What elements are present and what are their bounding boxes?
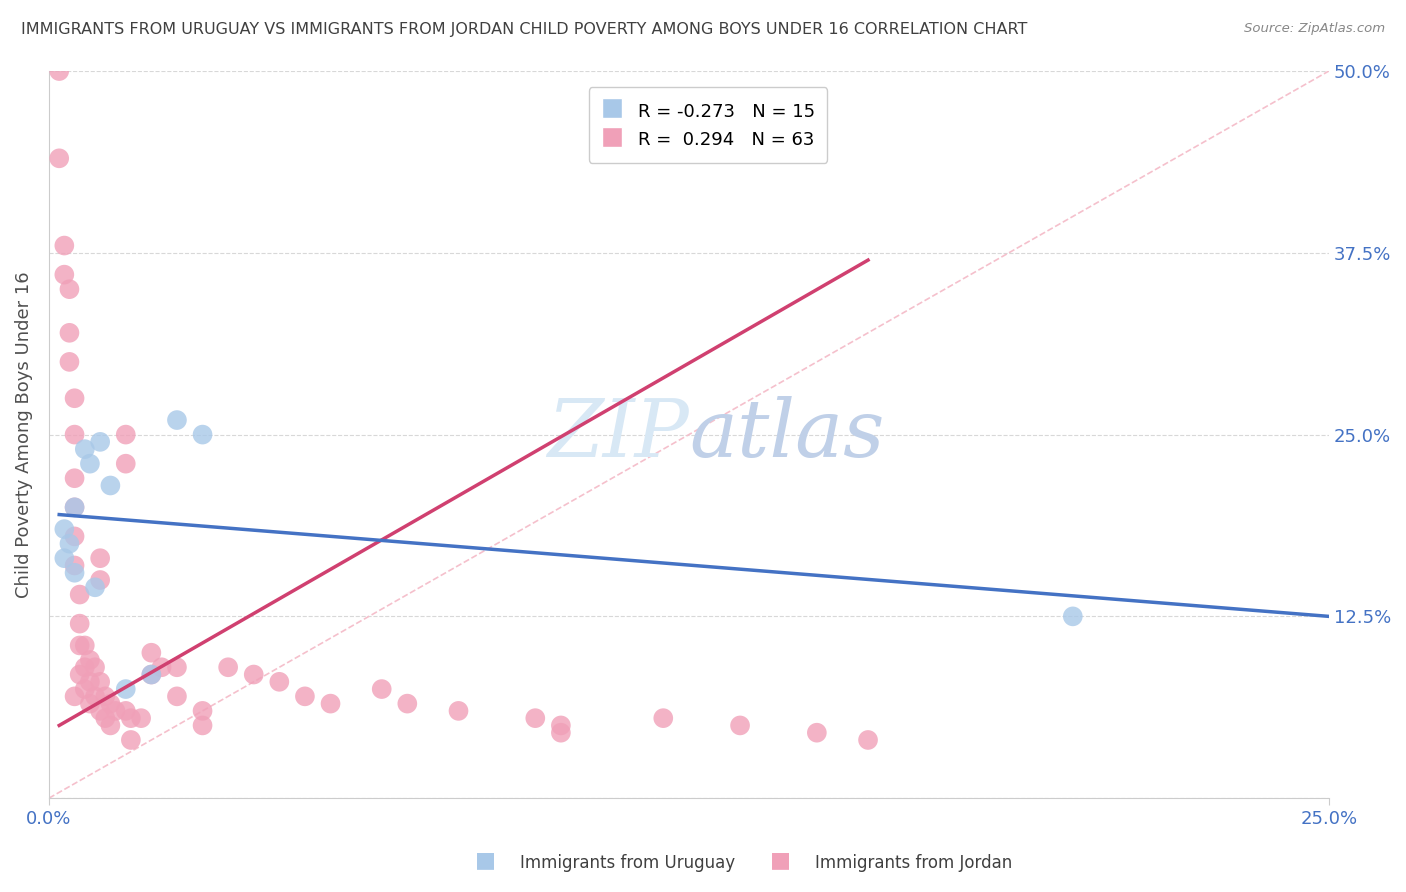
Immigrants from Jordan (104, 704, 127, 718)
Immigrants from Uruguay (73, 442, 96, 457)
Immigrants from Jordan (129, 711, 152, 725)
Immigrants from Jordan (166, 690, 188, 704)
Immigrants from Jordan (69, 667, 91, 681)
Immigrants from Jordan (217, 660, 239, 674)
Immigrants from Uruguay (53, 551, 76, 566)
Immigrants from Jordan (53, 238, 76, 252)
Immigrants from Jordan (652, 711, 675, 725)
Text: ZIP: ZIP (547, 396, 689, 474)
Immigrants from Jordan (242, 667, 264, 681)
Immigrants from Jordan (53, 268, 76, 282)
Immigrants from Jordan (728, 718, 751, 732)
Immigrants from Jordan (73, 639, 96, 653)
Immigrants from Jordan (63, 529, 86, 543)
Immigrants from Uruguay (191, 427, 214, 442)
Immigrants from Jordan (58, 355, 80, 369)
Immigrants from Jordan (550, 725, 572, 739)
Text: atlas: atlas (689, 396, 884, 474)
Immigrants from Jordan (69, 588, 91, 602)
Immigrants from Jordan (114, 457, 136, 471)
Immigrants from Jordan (806, 725, 828, 739)
Immigrants from Jordan (63, 500, 86, 515)
Immigrants from Jordan (370, 682, 392, 697)
Immigrants from Jordan (73, 660, 96, 674)
Y-axis label: Child Poverty Among Boys Under 16: Child Poverty Among Boys Under 16 (15, 271, 32, 598)
Immigrants from Jordan (58, 282, 80, 296)
Immigrants from Jordan (69, 639, 91, 653)
Immigrants from Jordan (141, 667, 163, 681)
Immigrants from Jordan (856, 733, 879, 747)
Immigrants from Uruguay (100, 478, 122, 492)
Immigrants from Uruguay (114, 682, 136, 697)
Immigrants from Uruguay (79, 457, 101, 471)
Immigrants from Jordan (524, 711, 547, 725)
Immigrants from Jordan (396, 697, 419, 711)
Immigrants from Jordan (89, 573, 111, 587)
Immigrants from Jordan (63, 471, 86, 485)
Immigrants from Jordan (94, 690, 117, 704)
Immigrants from Jordan (100, 718, 122, 732)
Immigrants from Uruguay (141, 667, 163, 681)
Immigrants from Jordan (79, 674, 101, 689)
Immigrants from Jordan (94, 711, 117, 725)
Immigrants from Jordan (84, 690, 107, 704)
Immigrants from Jordan (63, 690, 86, 704)
Immigrants from Jordan (141, 646, 163, 660)
Immigrants from Jordan (114, 704, 136, 718)
Immigrants from Uruguay (84, 580, 107, 594)
Immigrants from Jordan (150, 660, 173, 674)
Immigrants from Jordan (48, 151, 70, 165)
Immigrants from Jordan (58, 326, 80, 340)
Text: Immigrants from Uruguay: Immigrants from Uruguay (520, 855, 735, 872)
Immigrants from Jordan (89, 704, 111, 718)
Immigrants from Jordan (48, 64, 70, 78)
Immigrants from Jordan (79, 697, 101, 711)
Text: Immigrants from Jordan: Immigrants from Jordan (815, 855, 1012, 872)
Immigrants from Jordan (79, 653, 101, 667)
Immigrants from Uruguay (63, 566, 86, 580)
Immigrants from Jordan (63, 427, 86, 442)
Text: IMMIGRANTS FROM URUGUAY VS IMMIGRANTS FROM JORDAN CHILD POVERTY AMONG BOYS UNDER: IMMIGRANTS FROM URUGUAY VS IMMIGRANTS FR… (21, 22, 1028, 37)
Immigrants from Jordan (89, 674, 111, 689)
Immigrants from Jordan (63, 391, 86, 405)
Immigrants from Jordan (269, 674, 291, 689)
Immigrants from Jordan (100, 697, 122, 711)
Immigrants from Jordan (63, 558, 86, 573)
Immigrants from Jordan (89, 551, 111, 566)
Immigrants from Uruguay (166, 413, 188, 427)
Immigrants from Jordan (191, 718, 214, 732)
Immigrants from Uruguay (1062, 609, 1084, 624)
Text: ■: ■ (475, 851, 495, 871)
Immigrants from Jordan (294, 690, 316, 704)
Immigrants from Jordan (166, 660, 188, 674)
Immigrants from Uruguay (58, 536, 80, 550)
Immigrants from Jordan (120, 733, 142, 747)
Immigrants from Uruguay (53, 522, 76, 536)
Immigrants from Jordan (447, 704, 470, 718)
Immigrants from Jordan (319, 697, 342, 711)
Immigrants from Jordan (69, 616, 91, 631)
Immigrants from Uruguay (89, 434, 111, 449)
Immigrants from Jordan (550, 718, 572, 732)
Immigrants from Jordan (191, 704, 214, 718)
Immigrants from Jordan (114, 427, 136, 442)
Text: Source: ZipAtlas.com: Source: ZipAtlas.com (1244, 22, 1385, 36)
Legend: R = -0.273   N = 15, R =  0.294   N = 63: R = -0.273 N = 15, R = 0.294 N = 63 (589, 87, 827, 163)
Immigrants from Jordan (73, 682, 96, 697)
Immigrants from Jordan (120, 711, 142, 725)
Immigrants from Jordan (84, 660, 107, 674)
Text: ■: ■ (770, 851, 790, 871)
Immigrants from Uruguay (63, 500, 86, 515)
